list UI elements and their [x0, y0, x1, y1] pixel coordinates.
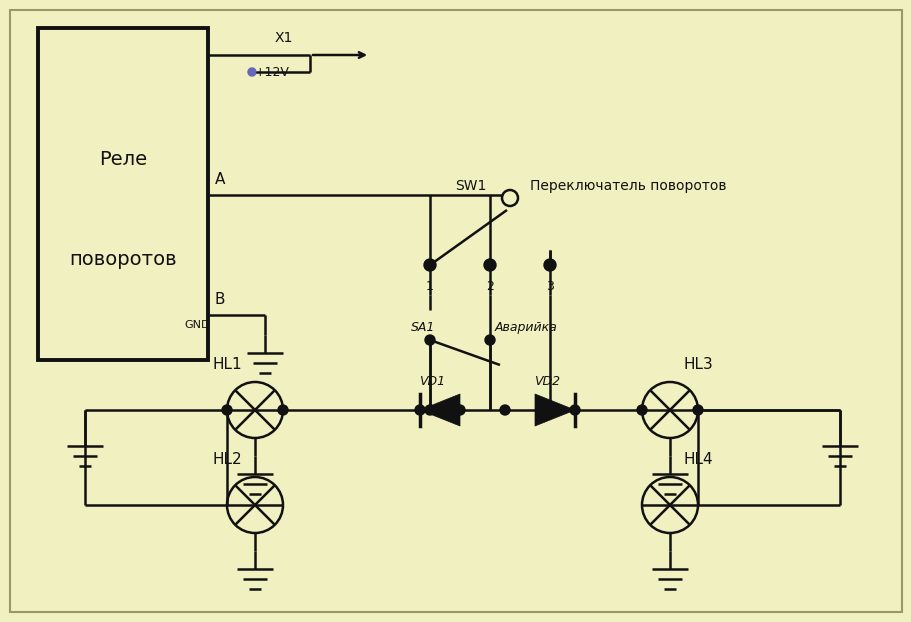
Circle shape: [415, 405, 425, 415]
Circle shape: [543, 259, 556, 271]
Circle shape: [425, 335, 435, 345]
Circle shape: [501, 190, 517, 206]
Circle shape: [424, 259, 435, 271]
Circle shape: [569, 405, 579, 415]
Circle shape: [545, 405, 555, 415]
Circle shape: [425, 405, 435, 415]
Text: 2: 2: [486, 280, 494, 293]
Circle shape: [248, 68, 256, 76]
Circle shape: [484, 259, 496, 271]
Text: HL2: HL2: [212, 452, 241, 467]
Polygon shape: [535, 394, 574, 426]
Text: HL1: HL1: [212, 357, 241, 372]
Text: VD2: VD2: [533, 375, 559, 388]
Text: X1: X1: [275, 31, 293, 45]
Text: поворотов: поворотов: [69, 251, 177, 269]
Circle shape: [636, 405, 646, 415]
Text: VD1: VD1: [418, 375, 445, 388]
Text: Аварийка: Аварийка: [495, 322, 558, 335]
Polygon shape: [420, 394, 459, 426]
Text: SA1: SA1: [410, 322, 435, 335]
Text: +12V: +12V: [255, 65, 290, 78]
Text: SW1: SW1: [455, 179, 486, 193]
Text: B: B: [215, 292, 225, 307]
Circle shape: [278, 405, 288, 415]
Text: Реле: Реле: [98, 151, 147, 170]
Bar: [38, 28, 208, 360]
Circle shape: [485, 335, 495, 345]
Text: HL4: HL4: [682, 452, 712, 467]
Text: 1: 1: [425, 280, 434, 293]
Circle shape: [499, 405, 509, 415]
Text: Переключатель поворотов: Переключатель поворотов: [529, 179, 726, 193]
Text: 3: 3: [546, 280, 553, 293]
Text: HL3: HL3: [682, 357, 712, 372]
Circle shape: [221, 405, 231, 415]
Text: A: A: [215, 172, 225, 187]
Text: GND: GND: [184, 320, 210, 330]
Circle shape: [455, 405, 465, 415]
Circle shape: [692, 405, 702, 415]
